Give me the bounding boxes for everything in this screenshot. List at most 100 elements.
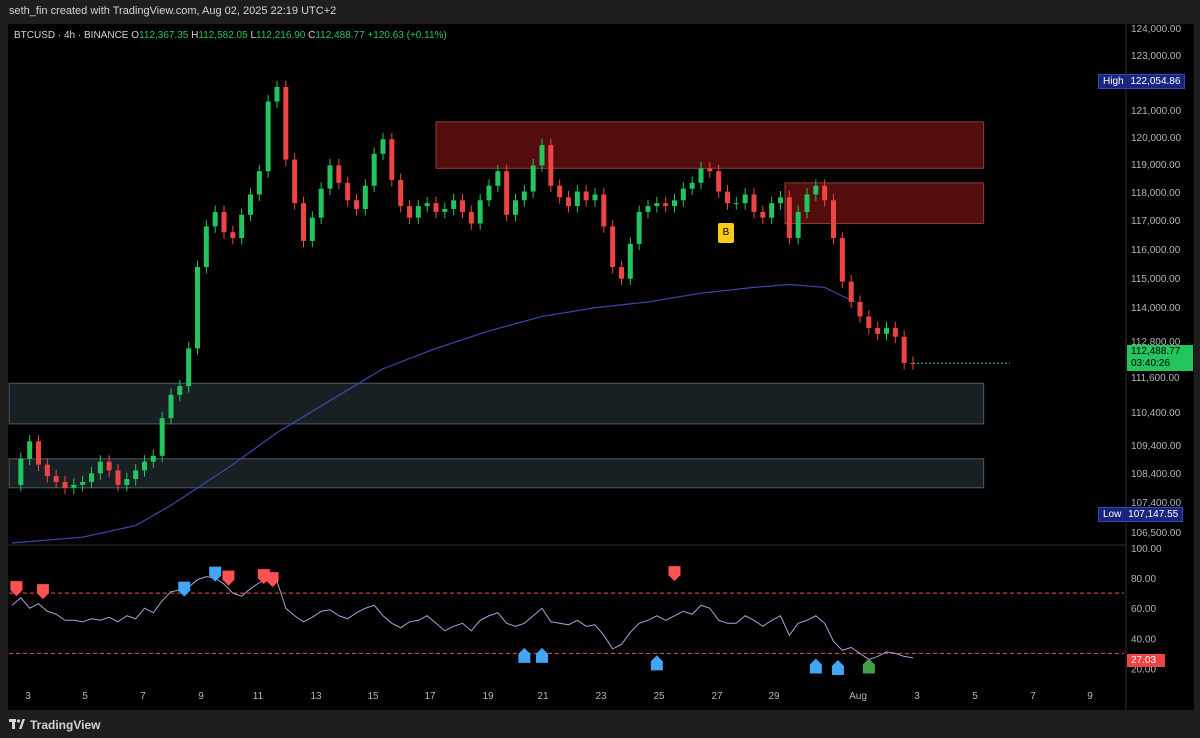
candle-body: [698, 168, 704, 183]
candle-body: [283, 86, 289, 160]
close-label: C: [308, 30, 316, 41]
rsi-sell-signal-5: [668, 566, 681, 582]
candle-body: [80, 482, 86, 485]
candle-body: [707, 168, 713, 172]
time-tick-label: 21: [537, 691, 549, 702]
high-badge: High 122,054.86: [1098, 74, 1186, 89]
rsi-sell-signal-1: [36, 584, 49, 600]
rsi-buy-signal-3: [536, 647, 548, 663]
price-tick-label: 118,000.00: [1131, 188, 1181, 199]
candle-body: [186, 348, 192, 387]
candle-body: [345, 182, 351, 201]
candle-body: [177, 386, 183, 395]
rsi-buy-signal-4-shape: [650, 655, 663, 671]
time-tick-label: 5: [82, 691, 88, 702]
supply-zone-0: [435, 121, 985, 169]
candle-body: [795, 211, 801, 239]
rsi-buy-signal-6-shape: [831, 659, 844, 675]
demand-zone-0: [8, 382, 985, 425]
candle-body: [778, 197, 783, 204]
rsi-buy-signal-0: [178, 581, 191, 597]
candle-body: [804, 194, 810, 212]
b-marker[interactable]: B: [718, 223, 734, 243]
low-badge-value: 107,147.55: [1128, 509, 1179, 520]
rsi-tick-label: 80.00: [1131, 574, 1156, 585]
candle-body: [106, 461, 112, 471]
time-tick-label: 7: [1030, 691, 1036, 702]
time-tick-label: 27: [711, 691, 723, 702]
low-badge: Low 107,147.55: [1098, 507, 1184, 522]
rsi-buy-signal-5: [809, 658, 822, 674]
symbol-label[interactable]: BTCUSD · 4h · BINANCE: [14, 30, 129, 41]
candle-body: [760, 211, 766, 218]
time-tick-label: 19: [482, 691, 494, 702]
demand-zone-1: [8, 458, 985, 489]
time-tick-label: Aug: [849, 691, 867, 702]
time-tick-label: 17: [424, 691, 436, 702]
candle-body: [97, 461, 103, 474]
candle-body: [27, 441, 33, 459]
candle-body: [256, 171, 262, 195]
candle-body: [901, 336, 907, 363]
candle-body: [230, 232, 236, 239]
low-badge-label: Low: [1103, 509, 1122, 520]
price-tick-label: 110,400.00: [1131, 408, 1181, 419]
price-tick-label: 120,000.00: [1131, 133, 1181, 144]
open-label: O: [131, 30, 140, 41]
attribution-bar: seth_fin created with TradingView.com, A…: [0, 0, 1200, 24]
high-value: 112,582.05: [198, 30, 248, 41]
candle-body: [839, 238, 845, 282]
current-price-badge: 112,488.77 03:40:26: [1127, 345, 1193, 371]
candle-body: [672, 200, 677, 207]
time-tick-label: 13: [310, 691, 322, 702]
rsi-value-badge: 27.03: [1127, 654, 1165, 667]
candle-body: [407, 206, 412, 218]
time-tick-label: 23: [595, 691, 607, 702]
rsi-sell-signal-4: [266, 572, 279, 588]
candle-body: [486, 185, 492, 201]
candle-body: [389, 139, 395, 180]
candle-body: [583, 191, 589, 201]
rsi-buy-signal-4: [650, 655, 663, 671]
rsi-buy-signal-6: [831, 659, 844, 675]
candle-body: [557, 185, 563, 198]
candle-body: [133, 470, 139, 480]
candle-body: [504, 171, 510, 215]
candle-body: [195, 267, 200, 349]
candle-body: [786, 197, 792, 239]
time-tick-label: 29: [768, 691, 780, 702]
candle-body: [875, 328, 881, 334]
candle-body: [548, 145, 554, 186]
time-tick-label: 3: [25, 691, 31, 702]
candle-body: [627, 243, 633, 279]
candle-body: [362, 185, 368, 209]
rsi-buy-signal-2-shape: [518, 647, 531, 663]
candle-body: [212, 211, 218, 227]
candle-body: [592, 194, 598, 201]
candle-body: [327, 165, 333, 189]
candle-body: [460, 200, 465, 212]
candle-body: [371, 153, 377, 186]
time-tick-label: 25: [653, 691, 665, 702]
price-tick-label: 115,000.00: [1131, 274, 1181, 285]
rsi-buy-signal-2: [518, 647, 531, 663]
time-tick-label: 11: [253, 691, 264, 702]
chart-panel[interactable]: [8, 24, 1194, 710]
candle-body: [309, 217, 315, 241]
candle-body: [751, 194, 757, 212]
rsi-sell-signal-0-shape: [10, 581, 23, 597]
candle-body: [884, 328, 889, 334]
rsi-sell-signal-4-shape: [266, 572, 279, 588]
candle-body: [168, 394, 174, 419]
candle-body: [689, 182, 695, 189]
high-badge-value: 122,054.86: [1130, 76, 1181, 87]
candle-body: [566, 197, 571, 207]
change-value: +120.63 (+0.11%): [367, 30, 447, 41]
price-tick-label: 109,400.00: [1131, 441, 1181, 452]
candle-body: [645, 206, 651, 212]
candle-body: [274, 86, 280, 102]
candle-body: [521, 191, 527, 201]
footer-bar: TradingView: [0, 710, 1200, 738]
candle-body: [433, 203, 439, 212]
